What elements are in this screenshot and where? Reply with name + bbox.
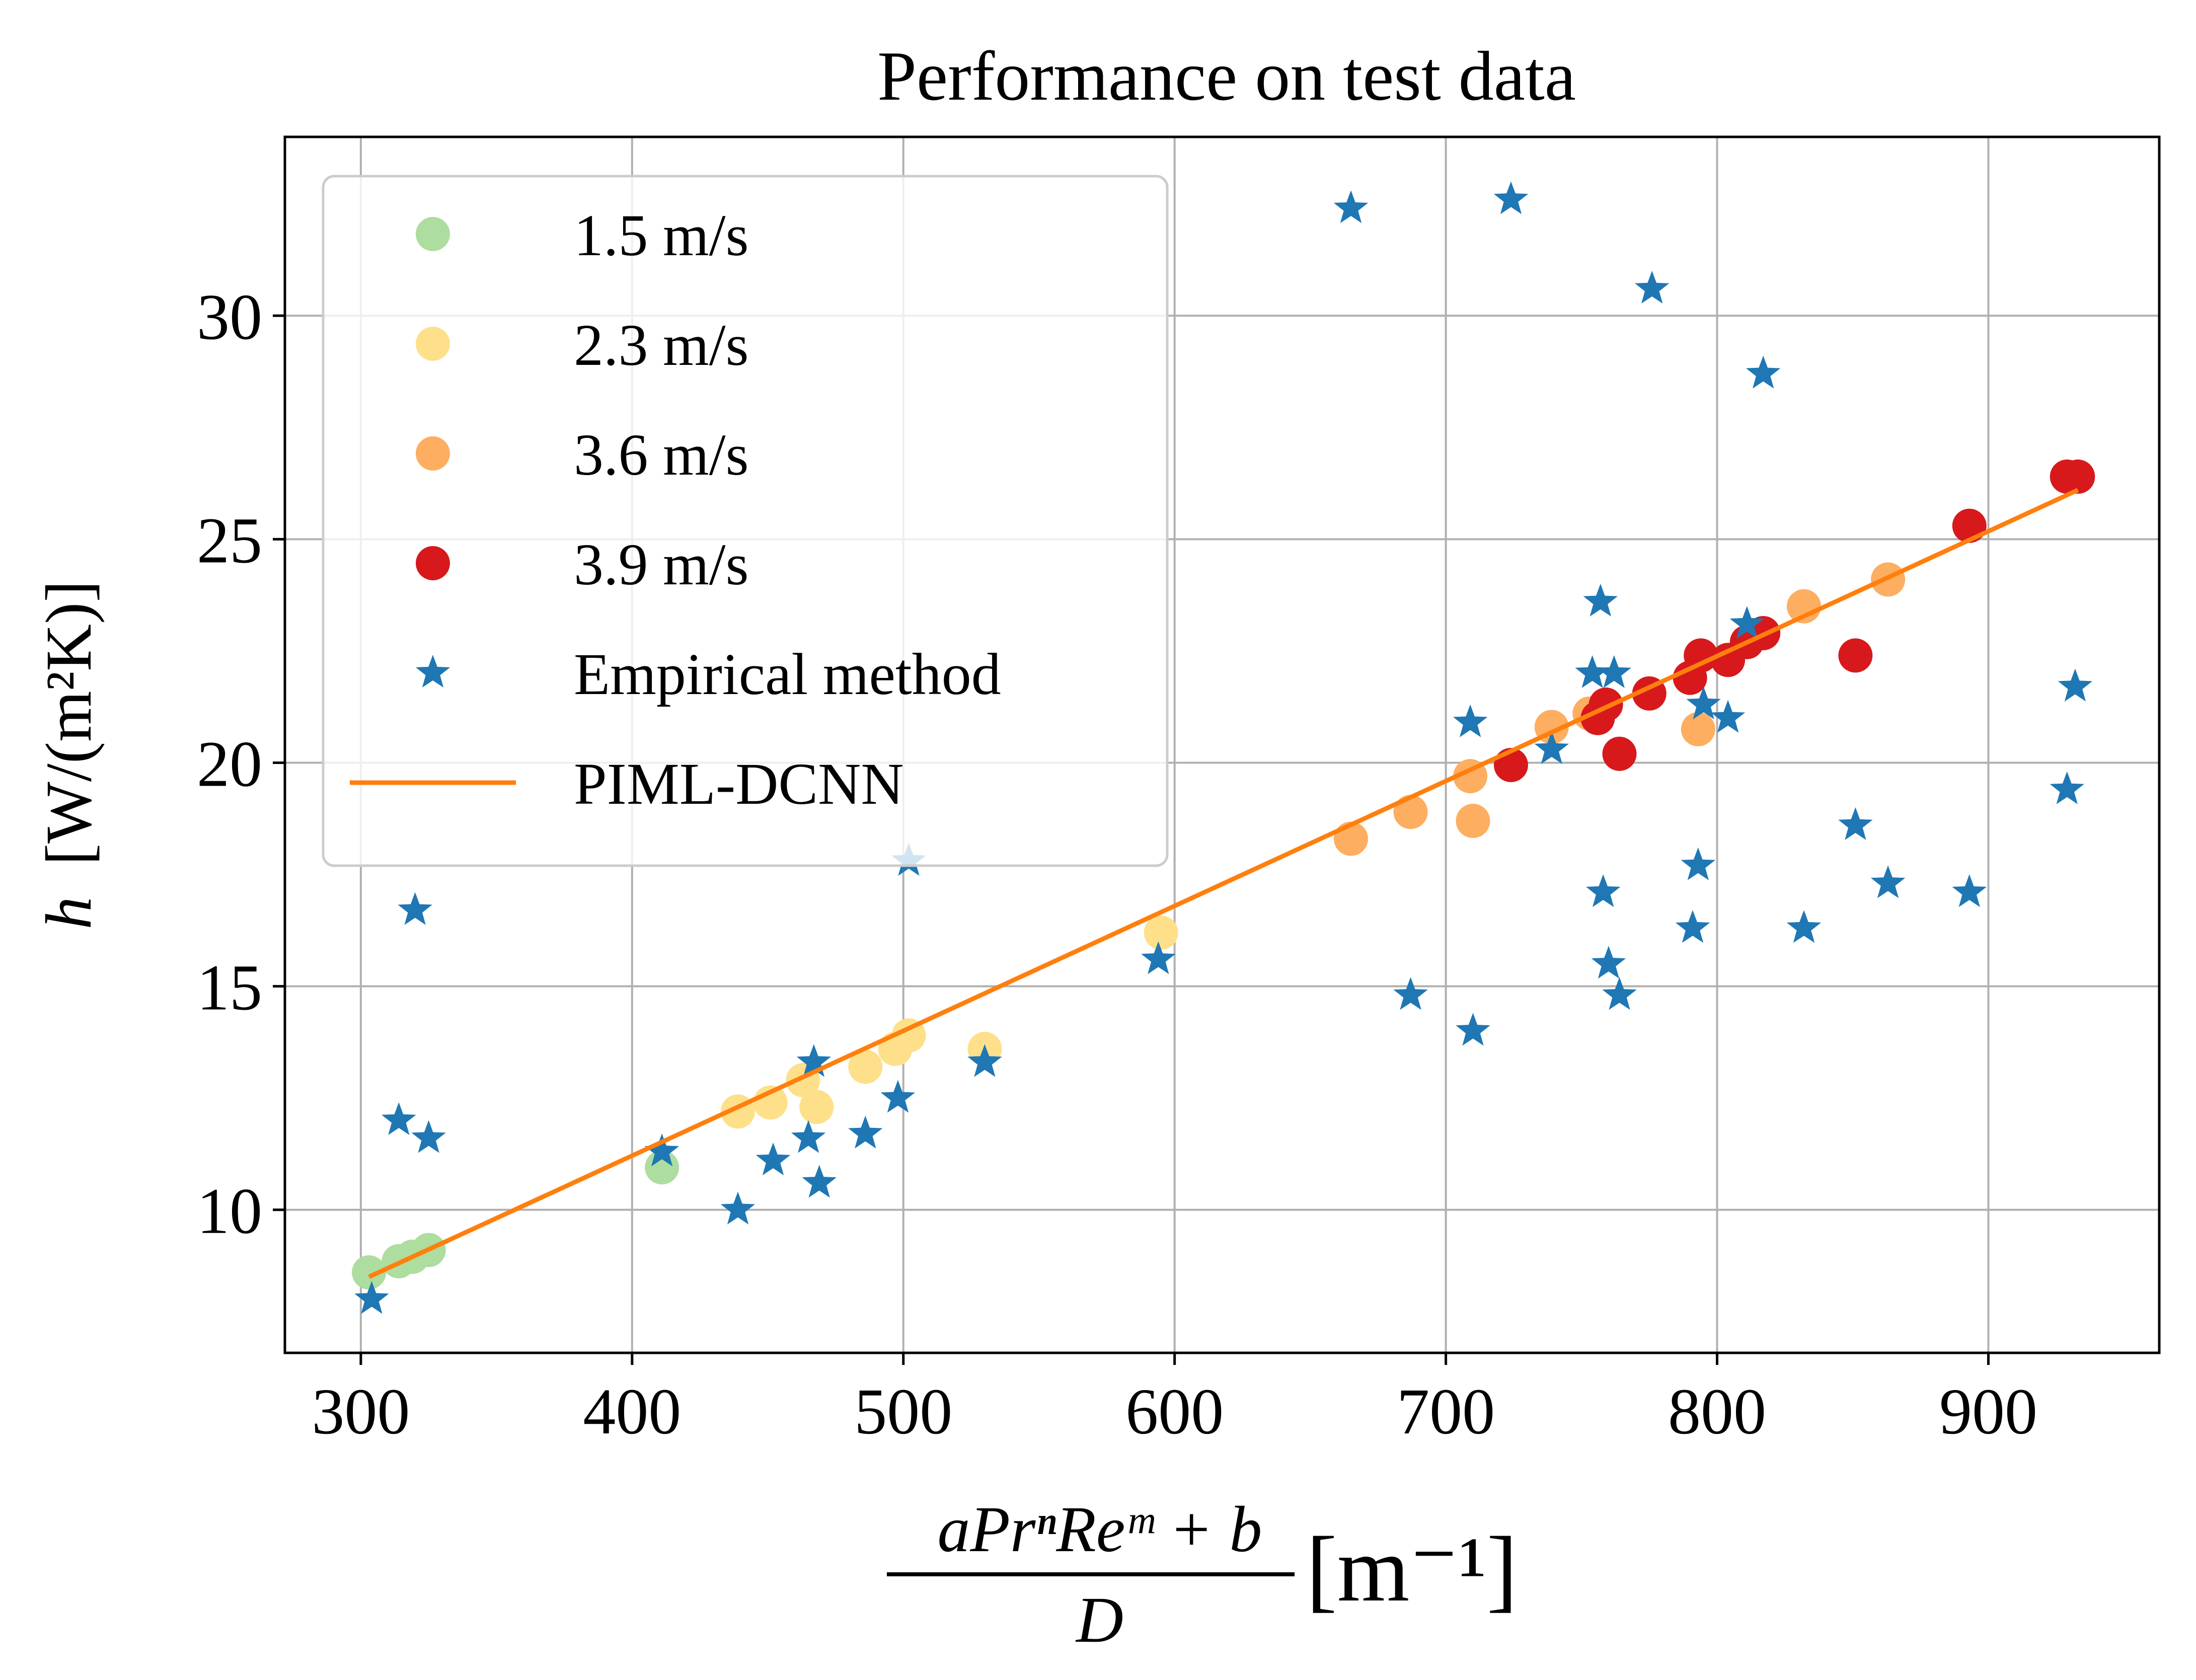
y-tick-label: 30 [197,281,262,353]
star-point [1675,910,1710,943]
y-axis-label: h [W/(m²K)] [33,580,105,929]
plot-frame [283,135,2161,1354]
star-point [1746,355,1781,389]
star-point [1393,977,1428,1010]
data-point [1602,736,1637,771]
data-point [1393,795,1428,829]
legend-label: 3.6 m/s [574,422,749,488]
y-tick-label: 25 [197,504,262,577]
legend-marker [416,217,450,251]
series-3-6-m-s [1333,562,1906,856]
data-point [1456,804,1490,838]
legend-label: 3.9 m/s [574,531,749,597]
chart-title: Performance on test data [877,37,1576,115]
star-point [1870,865,1906,898]
data-point [799,1090,834,1124]
star-point [411,1120,446,1153]
x-tick-label: 400 [583,1376,681,1448]
data-point [1684,638,1718,673]
star-point [880,1080,916,1113]
data-point [891,1018,926,1053]
legend: 1.5 m/s 2.3 m/s 3.6 m/s 3.9 m/s Empirical me… [322,175,1169,867]
star-point [1838,807,1873,840]
data-point [1588,688,1623,722]
star-point [1602,977,1637,1010]
star-point [755,1142,791,1176]
star-point [398,892,432,925]
series-1-5-m-s [352,1150,679,1290]
star-point [1583,583,1618,617]
x-tick-label: 900 [1939,1376,2037,1448]
star-point [354,1281,389,1314]
star-point [1786,910,1822,943]
legend-label: 1.5 m/s [574,202,749,268]
legend-box [322,175,1169,867]
x-tick-label: 800 [1668,1376,1766,1448]
x-tick-label: 600 [1125,1376,1224,1448]
star-point [1141,941,1176,974]
star-point [1453,704,1488,737]
data-point [1787,589,1822,624]
star-point [1729,606,1765,639]
star-point [1686,686,1721,720]
x-tick-label: 300 [312,1376,410,1448]
star-point [848,1115,883,1149]
data-point [1838,638,1873,673]
x-axis-unit: [m⁻¹] [1306,1518,1518,1621]
star-point [802,1165,837,1198]
star-point [1456,1013,1490,1046]
star-point [1575,655,1610,688]
star-point [1952,874,1987,907]
star-point [1493,181,1529,214]
star-point [796,1044,831,1077]
x-axis-denominator: D [1075,1584,1123,1656]
x-axis-numerator: aPrⁿReᵐ + b [938,1493,1262,1566]
star-point [644,1133,679,1167]
legend-label: PIML-DCNN [574,751,904,817]
legend-marker [416,546,450,580]
star-point [1586,874,1621,907]
legend-marker [416,327,450,361]
data-point [2061,460,2095,494]
x-tick-label: 500 [854,1376,952,1448]
star-point [1333,190,1369,223]
star-point [1534,731,1569,764]
data-marks [352,181,2095,1314]
star-point [1710,700,1746,733]
star-point [791,1120,826,1153]
legend-label: 2.3 m/s [574,312,749,378]
y-axis-unit: [W/(m²K)] [33,580,105,865]
star-point [1597,655,1631,688]
star-point [1681,847,1716,880]
series-2-3-m-s [721,915,1178,1129]
series-line-piml-dcnn [368,488,2079,1279]
legend-label: Empirical method [574,641,1001,707]
data-point [645,1150,679,1185]
star-point [2050,771,2084,804]
data-point [848,1049,883,1084]
y-axis-variable: h [33,897,105,930]
y-tick-label: 20 [197,728,262,801]
x-tick-label: 700 [1397,1376,1495,1448]
data-point [1681,712,1715,746]
star-point [1635,271,1670,304]
star-point [720,1191,755,1225]
star-point [382,1102,416,1135]
y-tick-label: 15 [197,952,262,1024]
y-tick-label: 10 [197,1175,262,1248]
data-point [1144,915,1178,950]
legend-marker [416,436,450,471]
star-point [967,1044,1002,1077]
axis-ticks: 300 400 500 600 700 800 900 10 15 20 25 30 [197,281,2037,1448]
x-axis-label: aPrⁿReᵐ + b D [m⁻¹] [887,1493,1518,1656]
star-point [2058,668,2093,702]
star-point [1591,946,1626,979]
data-point [352,1255,387,1290]
legend-marker [415,655,450,688]
